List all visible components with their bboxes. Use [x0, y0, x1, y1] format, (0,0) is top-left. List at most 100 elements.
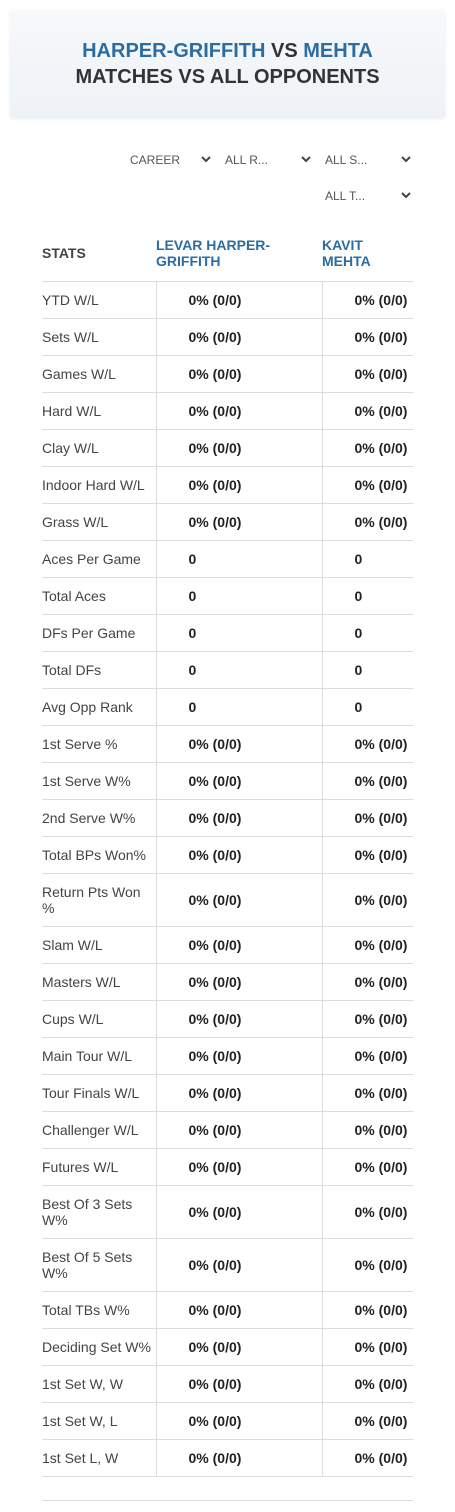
player2-value: 0% (0/0): [321, 1439, 413, 1477]
stat-row: Best Of 5 Sets W% 0% (0/0) 0% (0/0): [42, 1238, 413, 1292]
player1-value: 0% (0/0): [155, 1074, 322, 1112]
player2-value: 0% (0/0): [321, 1037, 413, 1075]
player1-value: 0% (0/0): [155, 1000, 322, 1038]
player2-value: 0% (0/0): [321, 429, 413, 467]
player1-value: 0: [155, 614, 322, 652]
player2-value: 0% (0/0): [321, 1365, 413, 1403]
stat-row: Main Tour W/L 0% (0/0) 0% (0/0): [42, 1037, 413, 1075]
vs: VS: [271, 40, 298, 62]
header: HARPER-GRIFFITH VS MEHTA MATCHES VS ALL …: [10, 10, 445, 118]
player1-value: 0% (0/0): [155, 429, 322, 467]
stat-label: Slam W/L: [42, 926, 156, 964]
stat-label: 1st Serve W%: [42, 762, 156, 800]
player2-value: 0: [321, 688, 413, 726]
stat-row: YTD W/L 0% (0/0) 0% (0/0): [42, 281, 413, 319]
chevron-path: [401, 156, 411, 163]
filter-dropdown[interactable]: ALL T...: [325, 186, 413, 206]
player2-value: 0% (0/0): [321, 1111, 413, 1149]
player1-value: 0% (0/0): [155, 926, 322, 964]
stat-row: Sets W/L 0% (0/0) 0% (0/0): [42, 318, 413, 356]
stat-row: Avg Opp Rank 0 0: [42, 688, 413, 726]
table-body: YTD W/L 0% (0/0) 0% (0/0) Sets W/L 0% (0/0) 0…: [42, 281, 413, 1477]
stat-label: Deciding Set W%: [42, 1328, 156, 1366]
stat-row: 1st Serve W% 0% (0/0) 0% (0/0): [42, 762, 413, 800]
player1: HARPER-GRIFFITH: [82, 40, 266, 62]
stat-label: Hard W/L: [42, 392, 156, 430]
divider: [42, 1500, 413, 1501]
player2-value: 0% (0/0): [321, 1074, 413, 1112]
player2-value: 0% (0/0): [321, 926, 413, 964]
column-header: LEVAR HARPER-GRIFFITH: [156, 225, 322, 282]
stat-label: 1st Set W, W: [42, 1365, 156, 1403]
player2: MEHTA: [303, 40, 373, 62]
stat-label: Challenger W/L: [42, 1111, 156, 1149]
stat-row: Tour Finals W/L 0% (0/0) 0% (0/0): [42, 1074, 413, 1112]
stat-row: Aces Per Game 0 0: [42, 540, 413, 578]
chevron: [401, 192, 411, 199]
player1-value: 0% (0/0): [155, 1185, 322, 1239]
player2-value: 0% (0/0): [321, 836, 413, 874]
player1-value: 0% (0/0): [155, 392, 322, 430]
stat-row: Hard W/L 0% (0/0) 0% (0/0): [42, 392, 413, 430]
player1-value: 0% (0/0): [155, 1037, 322, 1075]
stats-table: STATS LEVAR HARPER-GRIFFITH KAVIT MEHTA …: [42, 225, 413, 1477]
stat-label: 1st Set W, L: [42, 1402, 156, 1440]
subtitle: MATCHES VS ALL OPPONENTS: [75, 66, 380, 88]
stat-row: Masters W/L 0% (0/0) 0% (0/0): [42, 963, 413, 1001]
filter-dropdown[interactable]: ALL S...: [325, 150, 413, 170]
stat-row: 1st Set L, W 0% (0/0) 0% (0/0): [42, 1439, 413, 1477]
player2-value: 0% (0/0): [321, 1185, 413, 1239]
stat-row: Games W/L 0% (0/0) 0% (0/0): [42, 355, 413, 393]
stat-label: 2nd Serve W%: [42, 799, 156, 837]
stat-row: 1st Set W, W 0% (0/0) 0% (0/0): [42, 1365, 413, 1403]
chevron: [301, 156, 311, 163]
chevron: [401, 156, 411, 163]
player2-value: 0% (0/0): [321, 392, 413, 430]
player2-value: 0% (0/0): [321, 725, 413, 763]
player2-value: 0% (0/0): [321, 355, 413, 393]
player1-value: 0% (0/0): [155, 503, 322, 541]
stat-label: DFs Per Game: [42, 614, 156, 652]
stat-row: Total BPs Won% 0% (0/0) 0% (0/0): [42, 836, 413, 874]
stat-row: Challenger W/L 0% (0/0) 0% (0/0): [42, 1111, 413, 1149]
player2-value: 0% (0/0): [321, 873, 413, 927]
chevron-path: [401, 192, 411, 199]
stat-label: Cups W/L: [42, 1000, 156, 1038]
player1-value: 0: [155, 651, 322, 689]
player2-value: 0% (0/0): [321, 1328, 413, 1366]
chevron-path: [301, 156, 311, 163]
stat-label: Best Of 5 Sets W%: [42, 1238, 156, 1292]
stat-label: Indoor Hard W/L: [42, 466, 156, 504]
stat-label: Best Of 3 Sets W%: [42, 1185, 156, 1239]
player2-value: 0% (0/0): [321, 318, 413, 356]
filter-dropdown[interactable]: CAREER: [130, 150, 213, 170]
title: HARPER-GRIFFITH VS MEHTA: [10, 38, 445, 64]
player1-value: 0% (0/0): [155, 799, 322, 837]
stat-row: Cups W/L 0% (0/0) 0% (0/0): [42, 1000, 413, 1038]
stat-row: Total TBs W% 0% (0/0) 0% (0/0): [42, 1291, 413, 1329]
player2-value: 0% (0/0): [321, 466, 413, 504]
filter-dropdown[interactable]: ALL R...: [225, 150, 313, 170]
player2-value: 0% (0/0): [321, 1000, 413, 1038]
player2-value: 0% (0/0): [321, 1148, 413, 1186]
player1-value: 0% (0/0): [155, 873, 322, 927]
stat-label: 1st Serve %: [42, 725, 156, 763]
stat-label: Clay W/L: [42, 429, 156, 467]
stat-row: Best Of 3 Sets W% 0% (0/0) 0% (0/0): [42, 1185, 413, 1239]
stat-row: 1st Set W, L 0% (0/0) 0% (0/0): [42, 1402, 413, 1440]
player1-value: 0% (0/0): [155, 963, 322, 1001]
player2-value: 0: [321, 577, 413, 615]
stat-label: Grass W/L: [42, 503, 156, 541]
player2-value: 0% (0/0): [321, 1402, 413, 1440]
player1-value: 0% (0/0): [155, 1291, 322, 1329]
player1-value: 0: [155, 540, 322, 578]
stat-row: 2nd Serve W% 0% (0/0) 0% (0/0): [42, 799, 413, 837]
player1-value: 0% (0/0): [155, 836, 322, 874]
stat-label: Total DFs: [42, 651, 156, 689]
player1-value: 0% (0/0): [155, 762, 322, 800]
stat-label: Total TBs W%: [42, 1291, 156, 1329]
stat-row: Futures W/L 0% (0/0) 0% (0/0): [42, 1148, 413, 1186]
filter-label: ALL S...: [325, 153, 368, 167]
stat-label: Total Aces: [42, 577, 156, 615]
player2-value: 0% (0/0): [321, 1291, 413, 1329]
